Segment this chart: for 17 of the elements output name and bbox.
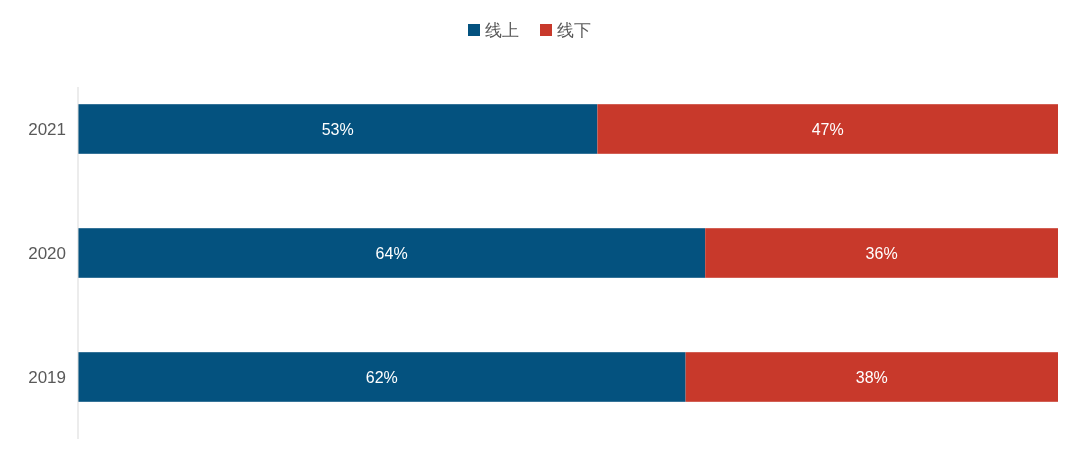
bar — [78, 352, 686, 402]
y-tick-label: 2019 — [28, 367, 66, 387]
data-label: 64% — [375, 244, 408, 262]
data-label: 62% — [365, 368, 398, 386]
data-label: 47% — [811, 120, 844, 138]
data-label: 36% — [865, 244, 898, 262]
bar — [597, 104, 1058, 154]
bar — [685, 352, 1058, 402]
data-label: 53% — [321, 120, 354, 138]
data-label: 38% — [855, 368, 888, 386]
bar — [78, 104, 598, 154]
y-tick-label: 2020 — [28, 243, 66, 263]
y-tick-label: 2021 — [28, 119, 66, 139]
legend-label: 线下 — [557, 20, 591, 40]
bar — [78, 228, 706, 278]
legend-label: 线上 — [485, 20, 519, 40]
bar — [705, 228, 1058, 278]
